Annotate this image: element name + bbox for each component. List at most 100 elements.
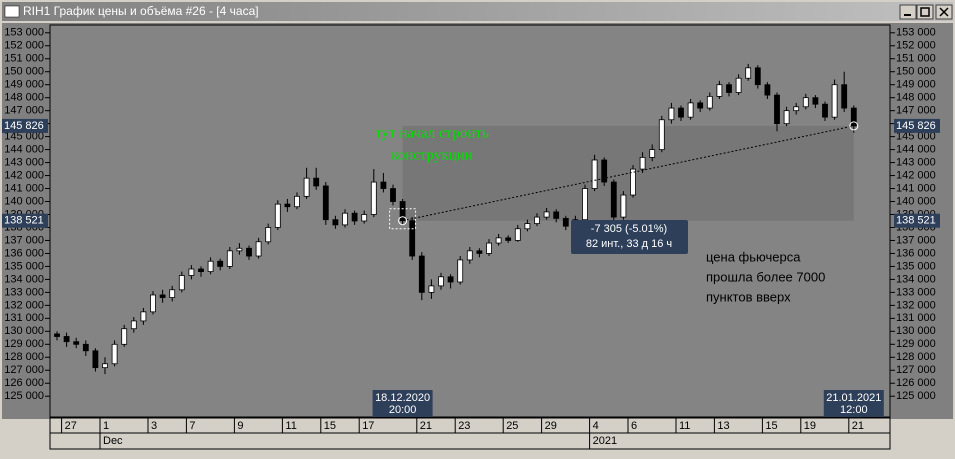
x-tick-label: 15 [765,420,777,432]
candle-body [534,216,540,224]
candle-body [255,241,262,257]
time-label-box [372,390,433,417]
window-buttons[interactable] [899,4,953,20]
annotation: конструкции [391,147,473,163]
y-tick-label: 142 000 [896,169,936,181]
candle-body [236,247,243,252]
candle-body [505,237,512,241]
y-tick-label: 131 000 [896,312,936,324]
y-tick-label: 152 000 [4,40,44,52]
candle-body [620,194,627,218]
measure-change: -7 305 (-5.01%) [591,223,667,235]
candle-body [678,107,684,118]
y-tick-label: 145 000 [896,131,936,143]
price-label: 145 826 [896,120,936,132]
x-tick-label: 7 [189,420,195,432]
y-tick-label: 134 000 [4,273,44,285]
x-tick-label: 27 [65,420,77,432]
y-tick-label: 126 000 [4,377,44,389]
x-tick-label: 21 [420,420,432,432]
note: пунктов вверх [706,289,791,304]
y-tick-label: 135 000 [4,260,44,272]
x-tick-label: 25 [506,420,518,432]
candle-body [687,102,694,118]
y-tick-label: 133 000 [896,286,936,298]
candle-body [217,260,224,267]
y-tick-label: 143 000 [4,156,44,168]
candle-body [716,84,723,97]
candle-body [351,212,358,222]
y-tick-label: 130 000 [896,325,936,337]
y-tick-label: 135 000 [896,260,936,272]
x-tick-label: 6 [631,420,637,432]
y-tick-label: 132 000 [896,299,936,311]
candle-body [774,94,780,125]
y-tick-label: 134 000 [896,273,936,285]
y-tick-label: 151 000 [4,53,44,65]
candle-body [582,188,588,221]
candle-body [802,97,809,108]
candle-body [562,217,569,227]
y-tick-label: 144 000 [4,144,44,156]
app-icon [4,5,20,18]
candle-body [73,341,80,345]
x-tick-label: 11 [285,420,296,432]
x-tick-label: 19 [804,420,816,432]
x-tick-label: 13 [717,420,729,432]
y-tick-label: 153 000 [896,27,936,39]
candle-body [246,247,252,257]
title-bar [2,2,953,21]
y-tick-label: 125 000 [896,390,936,402]
candle-body [342,212,348,226]
x-tick-label: 4 [593,420,599,432]
y-tick-label: 129 000 [4,338,44,350]
y-tick-label: 141 000 [896,182,936,194]
anchor-point [849,121,859,131]
candle-body [159,294,166,298]
candle-body [812,97,819,105]
candle-body [495,237,502,244]
candle-body [332,219,339,226]
y-tick-label: 132 000 [4,299,44,311]
candle-body [284,203,291,208]
x-tick-label: 21 [852,420,864,432]
y-tick-label: 143 000 [896,156,936,168]
candle-body [543,211,550,218]
y-tick-label: 125 000 [4,390,44,402]
candle-body [130,320,137,330]
y-tick-label: 130 000 [4,325,44,337]
y-tick-label: 127 000 [896,364,936,376]
candle-body [399,201,406,222]
candle-body [466,250,473,261]
candle-body [706,95,713,109]
candle-body [726,84,732,93]
candle-body [380,181,387,189]
minimize-button[interactable] [899,4,917,20]
y-tick-label: 136 000 [896,247,936,259]
candle-body [841,84,848,109]
candle-body [553,211,560,219]
candle-body [476,250,483,254]
y-tick-label: 145 000 [4,131,44,143]
candle-body [745,67,752,79]
candle-body [639,156,646,170]
candle-body [121,328,128,345]
price-label: 138 521 [4,215,44,227]
y-tick-label: 129 000 [896,338,936,350]
maximize-button[interactable] [916,4,934,20]
y-tick-label: 148 000 [4,92,44,104]
measure-tooltip [571,220,688,254]
time-label: 18.12.2020 [375,392,430,404]
candle-body [265,227,272,243]
candle-body [92,350,99,369]
candle-body [54,333,60,337]
candle-body [822,103,828,118]
y-tick-label: 149 000 [4,79,44,91]
candle-body [274,203,281,228]
y-tick-label: 133 000 [4,286,44,298]
y-tick-label: 137 000 [896,234,936,246]
y-tick-label: 151 000 [896,53,936,65]
candle-body [294,195,300,208]
